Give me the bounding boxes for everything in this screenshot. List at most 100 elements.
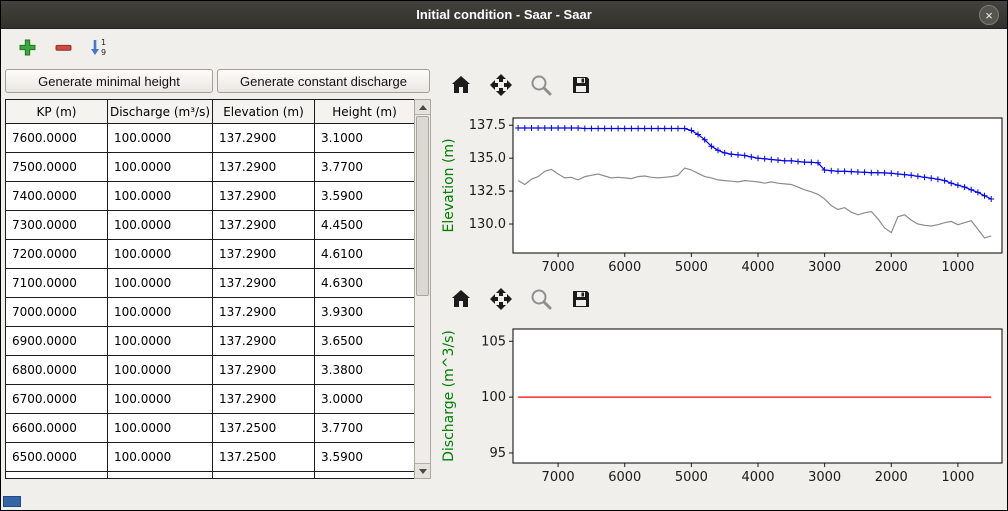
svg-text:7000: 7000	[542, 260, 575, 275]
pan-button[interactable]	[485, 71, 517, 99]
table-row: 6500.0000 100.0000 137.2500 3.5900	[5, 442, 414, 472]
generate-minimal-height-button[interactable]: Generate minimal height	[5, 69, 213, 93]
elevation-plot-toolbar	[437, 71, 1006, 101]
titlebar[interactable]: Initial condition - Saar - Saar ×	[1, 1, 1007, 29]
table-cell[interactable]: 4.6300	[314, 268, 414, 298]
table-cell[interactable]: 3.7700	[314, 152, 414, 182]
table-cell[interactable]: 3.7700	[314, 413, 414, 443]
table-cell[interactable]: 100.0000	[107, 355, 213, 385]
table-cell[interactable]: 3.5900	[314, 442, 414, 472]
table-cell[interactable]	[314, 471, 414, 478]
table-cell[interactable]: 3.0000	[314, 384, 414, 414]
table-cell[interactable]: 6800.0000	[5, 355, 108, 385]
pan-icon	[490, 288, 512, 310]
column-header[interactable]: Height (m)	[314, 99, 414, 124]
main-toolbar: 1 9	[1, 30, 1007, 63]
svg-text:4000: 4000	[741, 470, 774, 485]
table-cell[interactable]: 100.0000	[107, 152, 213, 182]
table-cell[interactable]: 7100.0000	[5, 268, 108, 298]
table-cell[interactable]: 137.2500	[212, 442, 315, 472]
table-scrollbar[interactable]	[414, 99, 431, 479]
scrollbar-thumb[interactable]	[416, 116, 429, 296]
corner-widget[interactable]	[3, 496, 21, 507]
svg-text:6000: 6000	[608, 260, 641, 275]
table-cell[interactable]: 100.0000	[107, 239, 213, 269]
table-cell[interactable]	[212, 471, 315, 478]
table-cell[interactable]: 137.2900	[212, 384, 315, 414]
table-cell[interactable]: 3.3800	[314, 355, 414, 385]
table-cell[interactable]: 100.0000	[107, 210, 213, 240]
table-row: 7500.0000 100.0000 137.2900 3.7700	[5, 152, 414, 182]
column-header[interactable]: Discharge (m³/s)	[107, 99, 213, 124]
table-cell[interactable]: 100.0000	[107, 123, 213, 153]
table-cell[interactable]: 7200.0000	[5, 239, 108, 269]
table-cell[interactable]: 3.6500	[314, 326, 414, 356]
remove-row-button[interactable]	[49, 33, 77, 61]
table-cell[interactable]: 137.2900	[212, 210, 315, 240]
zoom-button[interactable]	[525, 285, 557, 313]
home-button[interactable]	[445, 285, 477, 313]
zoom-button[interactable]	[525, 71, 557, 99]
table-cell[interactable]: 100.0000	[107, 384, 213, 414]
window-title: Initial condition - Saar - Saar	[416, 7, 592, 22]
table-cell[interactable]: 100.0000	[107, 181, 213, 211]
close-button[interactable]: ×	[979, 5, 999, 25]
table-cell[interactable]: 7400.0000	[5, 181, 108, 211]
table-row: 7200.0000 100.0000 137.2900 4.6100	[5, 239, 414, 269]
discharge-plot[interactable]: 7000 6000 5000 4000 3000 2000 1000 95 100 105 Disc…	[437, 317, 1006, 487]
table-cell[interactable]: 7500.0000	[5, 152, 108, 182]
sort-1-9-icon: 1 9	[91, 38, 106, 57]
table-row: 7400.0000 100.0000 137.2900 3.5900	[5, 181, 414, 211]
table-cell[interactable]: 100.0000	[107, 297, 213, 327]
table-cell[interactable]	[107, 471, 213, 478]
table-cell[interactable]: 6900.0000	[5, 326, 108, 356]
table-cell[interactable]: 100.0000	[107, 413, 213, 443]
table-cell[interactable]: 137.2900	[212, 326, 315, 356]
sort-button[interactable]: 1 9	[85, 33, 113, 61]
table-cell[interactable]: 7000.0000	[5, 297, 108, 327]
table-cell[interactable]: 6600.0000	[5, 413, 108, 443]
pan-button[interactable]	[485, 285, 517, 313]
table-cell[interactable]: 100.0000	[107, 442, 213, 472]
column-header[interactable]: Elevation (m)	[212, 99, 315, 124]
table-cell[interactable]: 100.0000	[107, 268, 213, 298]
svg-text:Elevation (m): Elevation (m)	[441, 138, 457, 232]
table-cell[interactable]: 4.6100	[314, 239, 414, 269]
table-cell[interactable]: 7300.0000	[5, 210, 108, 240]
svg-text:1000: 1000	[941, 470, 974, 485]
table-cell[interactable]: 137.2900	[212, 355, 315, 385]
table-cell[interactable]: 3.1000	[314, 123, 414, 153]
save-button[interactable]	[565, 285, 597, 313]
table-cell[interactable]: 137.2900	[212, 297, 315, 327]
scroll-down-button[interactable]	[415, 463, 430, 478]
svg-text:132.5: 132.5	[469, 184, 506, 199]
table-cell[interactable]: 137.2900	[212, 123, 315, 153]
elevation-plot[interactable]: 7000 6000 5000 4000 3000 2000 1000 130.0 132.5 13…	[437, 105, 1006, 285]
table-cell[interactable]: 137.2900	[212, 239, 315, 269]
table-cell[interactable]: 7600.0000	[5, 123, 108, 153]
svg-text:5000: 5000	[675, 470, 708, 485]
table-cell[interactable]: 6500.0000	[5, 442, 108, 472]
table-cell[interactable]: 3.9300	[314, 297, 414, 327]
column-header[interactable]: KP (m)	[5, 99, 108, 124]
svg-text:135.0: 135.0	[469, 151, 506, 166]
svg-text:4000: 4000	[741, 260, 774, 275]
scroll-up-button[interactable]	[415, 100, 430, 115]
table-cell[interactable]: 137.2500	[212, 413, 315, 443]
save-button[interactable]	[565, 71, 597, 99]
svg-text:7000: 7000	[542, 470, 575, 485]
table-cell[interactable]: 4.4500	[314, 210, 414, 240]
table-cell[interactable]	[5, 471, 108, 478]
add-row-button[interactable]	[13, 33, 41, 61]
svg-text:100: 100	[481, 390, 506, 405]
home-button[interactable]	[445, 71, 477, 99]
table-cell[interactable]: 100.0000	[107, 326, 213, 356]
table-cell[interactable]: 137.2900	[212, 268, 315, 298]
table-cell[interactable]: 137.2900	[212, 152, 315, 182]
table-cell[interactable]: 137.2900	[212, 181, 315, 211]
generate-constant-discharge-button[interactable]: Generate constant discharge	[217, 69, 430, 93]
home-icon	[452, 76, 470, 93]
table-cell[interactable]: 6700.0000	[5, 384, 108, 414]
table-cell[interactable]: 3.5900	[314, 181, 414, 211]
table-header-row: KP (m) Discharge (m³/s) Elevation (m) Heigh…	[5, 99, 414, 124]
